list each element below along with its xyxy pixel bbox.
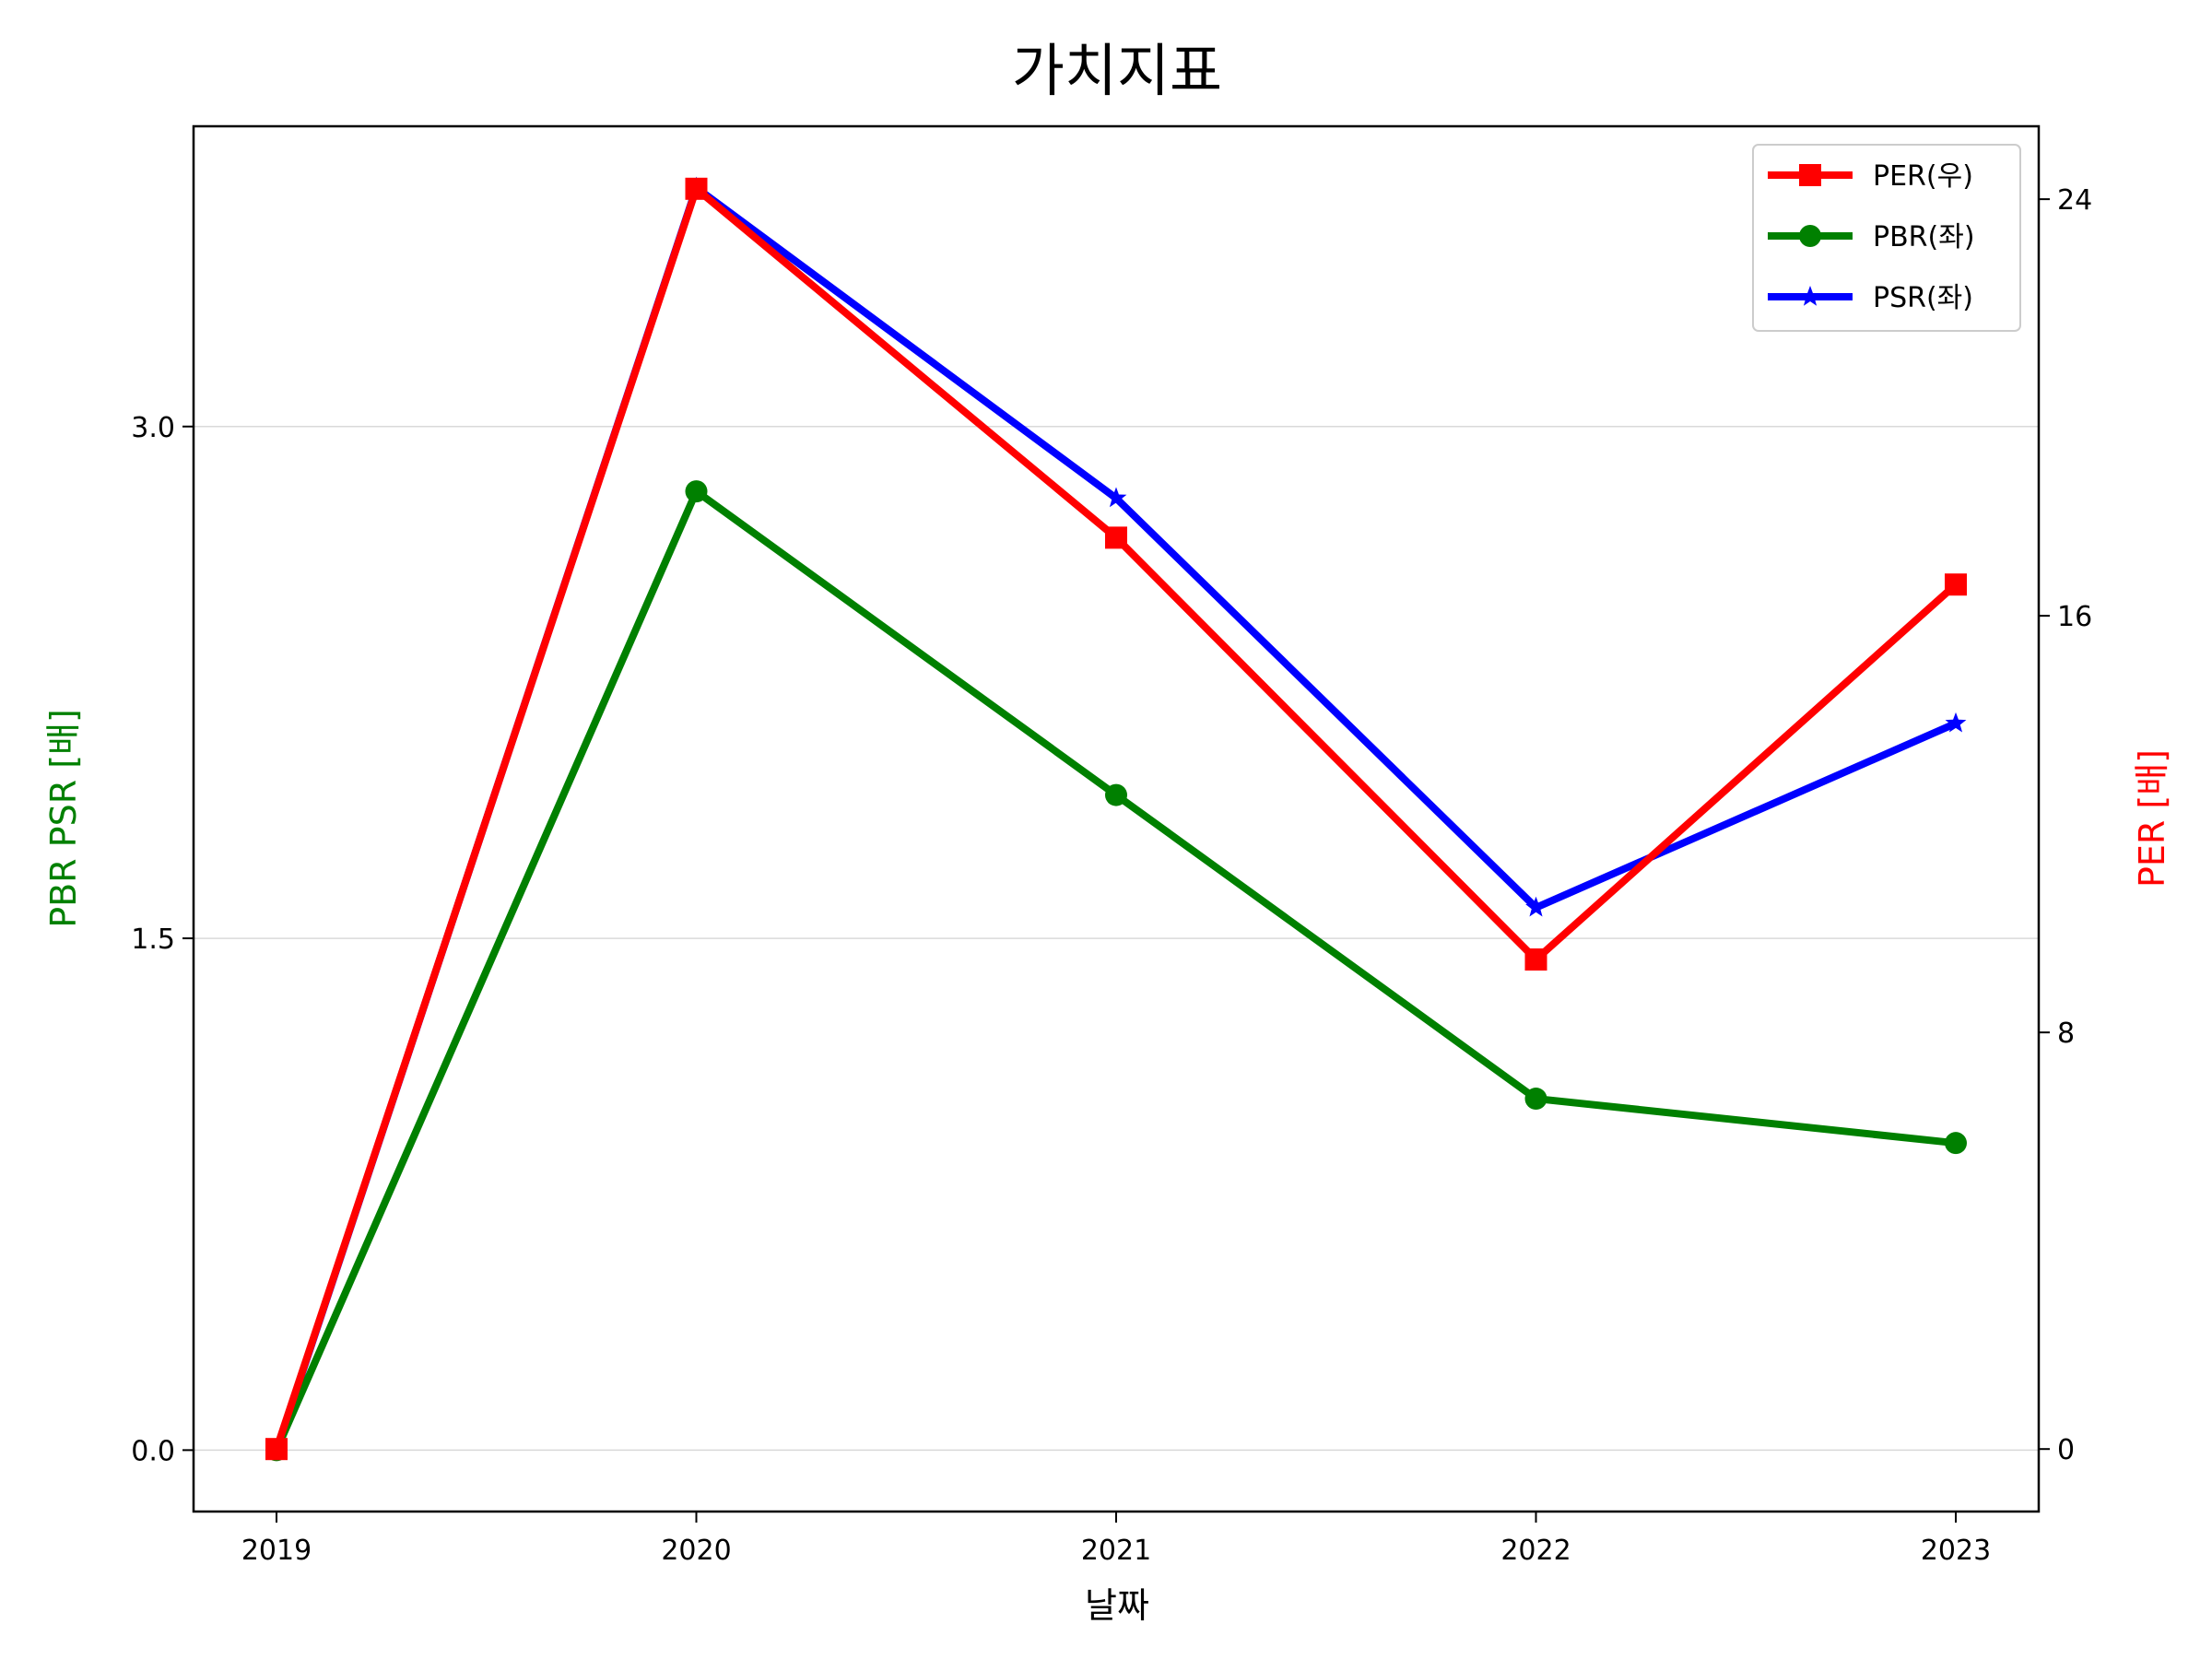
left-y-tick-label: 3.0: [131, 412, 175, 444]
x-axis: 2019 2020 2021 2022 2023: [241, 1512, 1991, 1567]
chart-title: 가치지표: [1012, 37, 1222, 104]
x-tick-label: 2019: [241, 1535, 312, 1567]
data-point-per: [685, 177, 708, 200]
left-y-tick-label: 0.0: [131, 1435, 175, 1467]
data-point-pbr: [1105, 783, 1127, 806]
right-y-axis: 0 8 16 24: [2039, 184, 2092, 1466]
legend-label: PER(우): [1873, 160, 1973, 193]
left-y-tick-label: 1.5: [131, 924, 175, 956]
series-per: [265, 177, 1967, 1461]
legend: PER(우) PBR(좌) PSR(좌): [1752, 144, 2021, 332]
data-point-pbr: [685, 480, 708, 503]
x-axis-label: 날짜: [1085, 1585, 1149, 1626]
legend-label: PBR(좌): [1873, 221, 1975, 253]
data-point-pbr: [1524, 1088, 1547, 1111]
data-point-per: [1105, 526, 1127, 549]
data-point-per: [265, 1438, 288, 1461]
right-y-tick-label: 24: [2057, 184, 2092, 217]
x-tick-label: 2021: [1081, 1535, 1151, 1567]
x-tick-label: 2020: [661, 1535, 731, 1567]
data-point-pbr: [1945, 1132, 1967, 1155]
legend-marker: [1799, 225, 1821, 247]
left-y-axis: 0.0 1.5 3.0: [131, 412, 194, 1467]
right-y-axis-label: PER [배]: [2132, 749, 2172, 888]
right-y-tick-label: 0: [2057, 1434, 2075, 1466]
left-y-axis-label: PBR PSR [배]: [43, 709, 84, 928]
data-point-psr: [1945, 712, 1967, 733]
legend-marker: [1799, 286, 1821, 306]
data-point-per: [1524, 948, 1547, 971]
data-point-psr: [1525, 896, 1547, 917]
data-point-psr: [1105, 487, 1127, 508]
right-y-tick-label: 16: [2057, 601, 2092, 633]
legend-box: [1752, 144, 2021, 332]
legend-label: PSR(좌): [1873, 282, 1973, 314]
right-y-tick-label: 8: [2057, 1018, 2075, 1050]
x-tick-label: 2023: [1921, 1535, 1991, 1567]
series-layer: [265, 176, 1967, 1462]
x-tick-label: 2022: [1500, 1535, 1571, 1567]
data-point-per: [1945, 573, 1967, 596]
legend-marker: [1799, 164, 1821, 186]
